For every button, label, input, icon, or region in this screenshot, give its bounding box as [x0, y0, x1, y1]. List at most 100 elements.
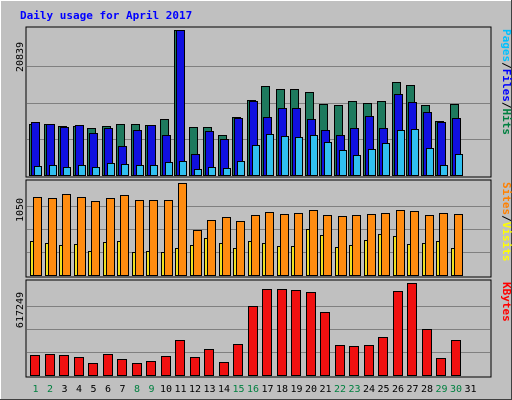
bar-pages-day-1 — [34, 166, 42, 176]
bar-sites-day-28 — [425, 215, 434, 276]
bar-kbytes-day-25 — [378, 337, 388, 376]
bar-kbytes-day-26 — [393, 291, 403, 376]
bar-kbytes-day-24 — [364, 345, 374, 376]
bar-pages-day-28 — [426, 148, 434, 176]
day-label: 22 — [334, 384, 346, 395]
bar-kbytes-day-22 — [335, 345, 345, 376]
bar-sites-day-3 — [62, 194, 71, 276]
bar-kbytes-day-20 — [306, 292, 316, 376]
bar-kbytes-day-18 — [277, 289, 287, 376]
bar-kbytes-day-19 — [291, 290, 301, 376]
bar-pages-day-8 — [136, 165, 144, 176]
bar-kbytes-day-2 — [45, 354, 55, 376]
bar-sites-day-15 — [236, 221, 245, 276]
bar-sites-day-13 — [207, 220, 216, 276]
legend-entry: Sites — [500, 182, 512, 215]
day-label: 26 — [392, 384, 404, 395]
bar-sites-day-16 — [251, 215, 260, 276]
day-label: 11 — [174, 384, 186, 395]
series-sites — [33, 183, 463, 276]
bar-sites-day-23 — [352, 215, 361, 276]
series-kbytes — [30, 283, 461, 376]
bar-kbytes-day-11 — [175, 340, 185, 376]
day-label: 28 — [421, 384, 433, 395]
legend-entry: / — [500, 215, 512, 222]
bar-sites-day-10 — [164, 200, 173, 276]
panel-pages-files-hits: 20839 Pages/Files/Hits — [15, 26, 512, 178]
bar-kbytes-day-13 — [204, 349, 214, 376]
day-label: 5 — [90, 384, 96, 395]
bar-pages-day-5 — [92, 167, 100, 176]
bar-pages-day-21 — [324, 142, 332, 176]
y-max-label: 617249 — [15, 292, 26, 328]
bar-sites-day-19 — [294, 213, 303, 276]
bar-pages-day-26 — [397, 130, 405, 176]
day-label: 27 — [406, 384, 418, 395]
bar-pages-day-10 — [165, 162, 173, 176]
legend-entry: Pages — [500, 29, 512, 62]
bar-pages-day-29 — [440, 165, 448, 176]
legend-entry: Files — [500, 69, 512, 102]
bar-pages-day-13 — [208, 167, 216, 176]
bar-pages-day-2 — [49, 165, 57, 176]
day-label: 21 — [319, 384, 331, 395]
bar-kbytes-day-6 — [103, 354, 113, 376]
bar-pages-day-15 — [237, 161, 245, 176]
bar-sites-day-1 — [33, 197, 42, 276]
bar-sites-day-8 — [135, 200, 144, 276]
bar-kbytes-day-7 — [117, 359, 127, 376]
bar-sites-day-14 — [222, 217, 231, 276]
bar-pages-day-18 — [281, 136, 289, 176]
bar-sites-day-17 — [265, 212, 274, 276]
day-label: 30 — [450, 384, 462, 395]
bar-pages-day-16 — [252, 145, 260, 176]
bar-sites-day-30 — [454, 214, 463, 276]
bar-sites-day-24 — [367, 214, 376, 276]
day-label: 1 — [32, 384, 38, 395]
bar-pages-day-25 — [382, 143, 390, 176]
bar-kbytes-day-28 — [422, 329, 432, 376]
bar-sites-day-9 — [149, 200, 158, 276]
day-label: 31 — [464, 384, 476, 395]
bar-pages-day-23 — [353, 155, 361, 176]
panel-kbytes: 617249 KBytes — [15, 279, 512, 378]
bar-kbytes-day-27 — [407, 283, 417, 376]
bar-kbytes-day-10 — [161, 356, 171, 376]
bar-pages-day-4 — [78, 165, 86, 176]
bar-sites-day-25 — [381, 213, 390, 276]
legend-entry: KBytes — [500, 282, 512, 322]
day-label: 7 — [119, 384, 125, 395]
bar-sites-day-22 — [338, 216, 347, 276]
bar-sites-day-26 — [396, 210, 405, 276]
bar-sites-day-21 — [323, 215, 332, 276]
bar-pages-day-6 — [107, 163, 115, 176]
day-label: 24 — [363, 384, 375, 395]
bar-kbytes-day-23 — [349, 346, 359, 376]
bar-sites-day-6 — [106, 198, 115, 276]
panel-legend: Sites/Visits — [500, 182, 512, 262]
panel-frame — [25, 279, 492, 378]
bar-kbytes-day-8 — [132, 363, 142, 376]
bar-kbytes-day-17 — [262, 289, 272, 376]
day-label: 4 — [76, 384, 82, 395]
bar-sites-day-27 — [410, 211, 419, 276]
bar-kbytes-day-5 — [88, 363, 98, 376]
bar-pages-day-24 — [368, 149, 376, 176]
bar-kbytes-day-12 — [190, 357, 200, 376]
bar-files-day-11 — [176, 30, 185, 176]
bar-sites-day-12 — [193, 230, 202, 276]
day-label: 14 — [218, 384, 230, 395]
day-label: 13 — [203, 384, 215, 395]
bar-kbytes-day-3 — [59, 355, 69, 376]
bar-sites-day-29 — [439, 213, 448, 276]
bar-kbytes-day-21 — [320, 312, 330, 376]
bar-pages-day-12 — [194, 169, 202, 176]
day-label: 16 — [247, 384, 259, 395]
day-label: 12 — [189, 384, 201, 395]
bar-kbytes-day-9 — [146, 361, 156, 376]
day-label: 2 — [47, 384, 53, 395]
bar-kbytes-day-29 — [436, 358, 446, 376]
day-label: 23 — [348, 384, 360, 395]
legend-entry: / — [500, 102, 512, 109]
